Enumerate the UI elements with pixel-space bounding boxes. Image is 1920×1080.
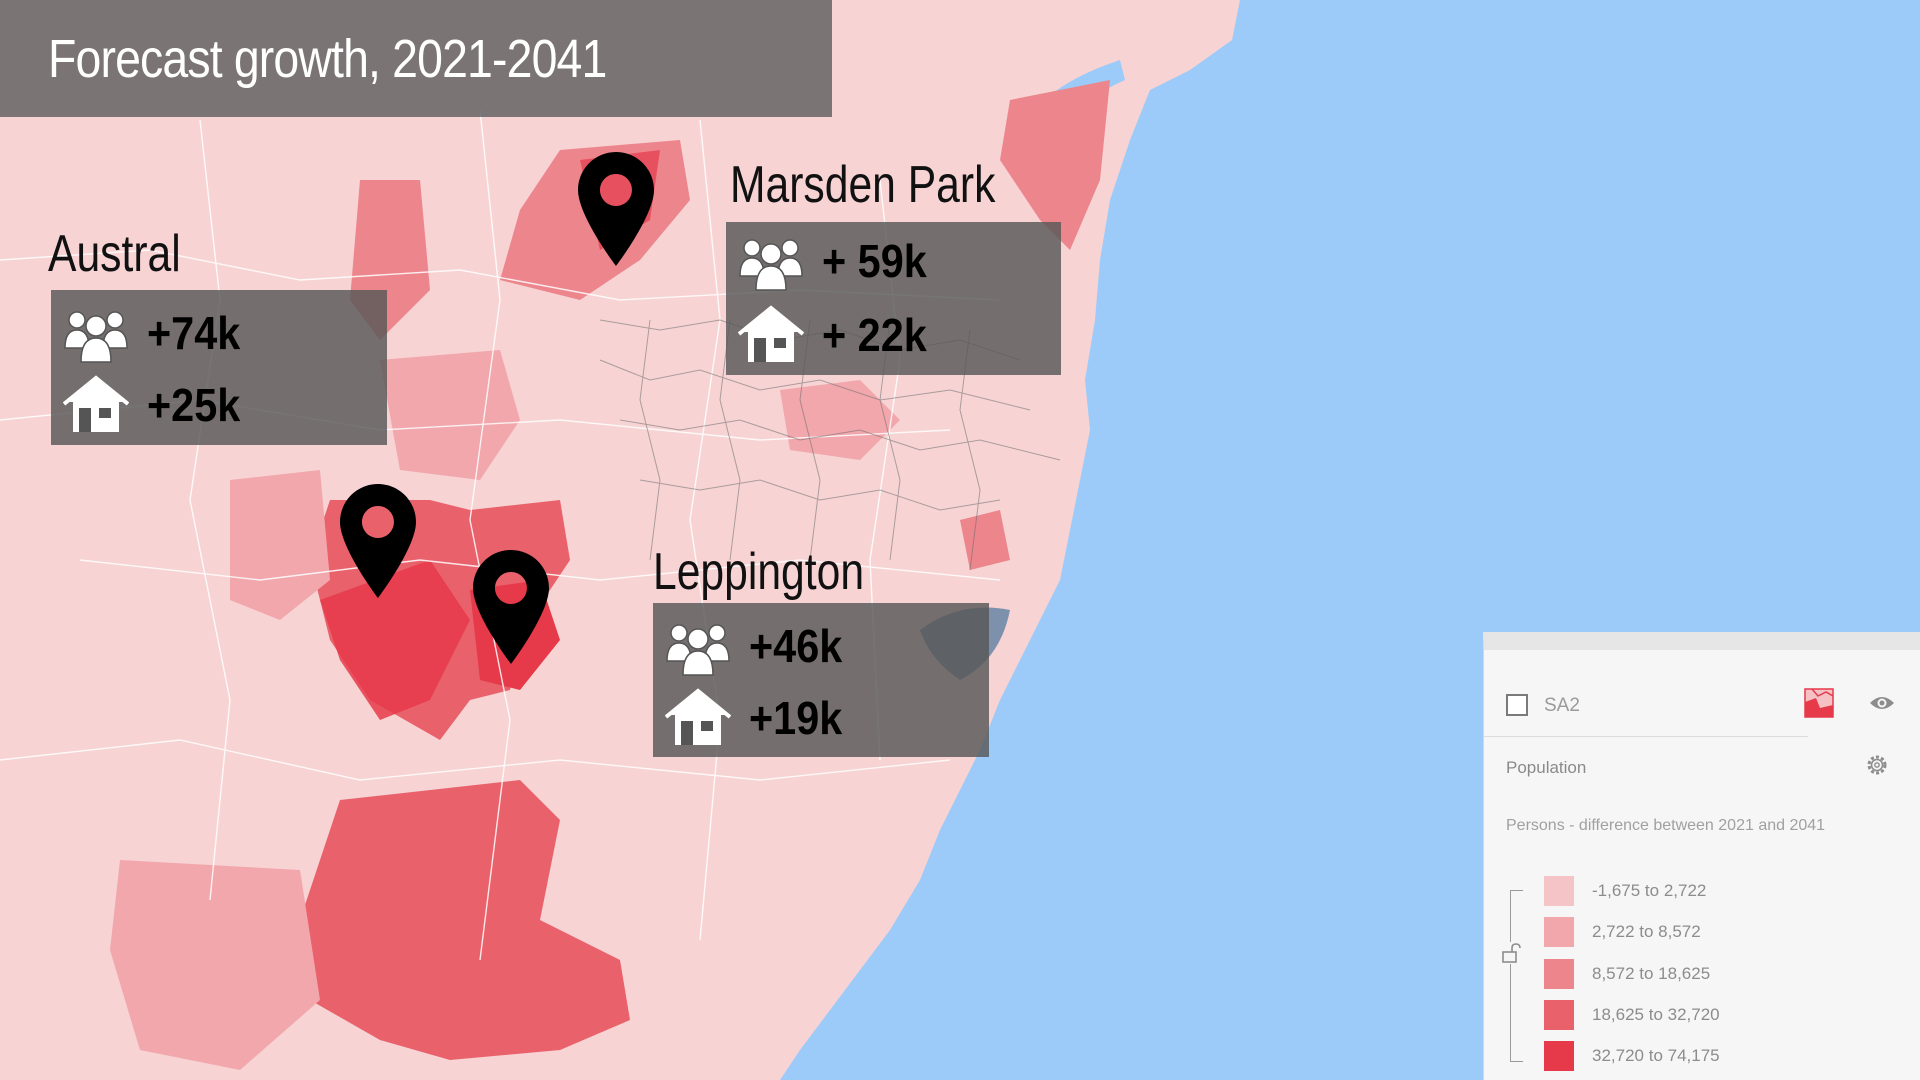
legend-label: 18,625 to 32,720 — [1592, 1005, 1720, 1024]
eye-icon[interactable] — [1869, 693, 1895, 713]
people-stat-row: +74k — [63, 298, 251, 368]
people-group-icon — [64, 311, 128, 363]
legend-label: 32,720 to 74,175 — [1592, 1046, 1720, 1065]
house-icon — [665, 688, 731, 745]
choropleth-style-icon[interactable] — [1804, 688, 1834, 718]
homes-stat-row: + 22k — [738, 300, 938, 370]
layer-name: SA2 — [1544, 695, 1580, 716]
legend-item: 8,572 to 18,625 — [1544, 959, 1874, 989]
map-pin-icon[interactable] — [578, 152, 654, 266]
legend-swatch — [1544, 1041, 1574, 1071]
legend-label: 8,572 to 18,625 — [1592, 964, 1711, 983]
house-icon — [63, 375, 129, 432]
people-stat-row: +46k — [665, 611, 853, 681]
people-group-icon — [666, 624, 730, 676]
people-growth-value: + 59k — [822, 235, 927, 287]
legend-swatch — [1544, 876, 1574, 906]
divider — [1484, 736, 1808, 737]
homes-growth-value: +19k — [749, 692, 843, 744]
legend-item: 2,722 to 8,572 — [1544, 917, 1874, 947]
location-name-marsden-park: Marsden Park — [730, 156, 996, 214]
people-stat-row: + 59k — [738, 226, 938, 296]
legend-item: 18,625 to 32,720 — [1544, 1000, 1874, 1030]
legend-swatch — [1544, 917, 1574, 947]
people-growth-value: +46k — [749, 620, 843, 672]
map-pin-icon[interactable] — [340, 484, 416, 598]
stat-box-leppington: +46k +19k — [653, 603, 989, 757]
house-icon — [738, 305, 804, 362]
homes-stat-row: +19k — [665, 683, 853, 753]
legend-swatch — [1544, 1000, 1574, 1030]
variable-description: Persons - difference between 2021 and 20… — [1506, 817, 1826, 834]
location-name-leppington: Leppington — [653, 543, 865, 601]
legend-item: -1,675 to 2,722 — [1544, 876, 1874, 906]
legend-label: 2,722 to 8,572 — [1592, 922, 1701, 941]
people-group-icon — [739, 239, 803, 291]
homes-growth-value: +25k — [147, 379, 241, 431]
title-band: Forecast growth, 2021-2041 — [0, 0, 832, 117]
layer-checkbox[interactable] — [1506, 694, 1528, 716]
stat-box-austral: +74k +25k — [51, 290, 387, 445]
stat-box-marsden-park: + 59k + 22k — [726, 222, 1061, 375]
legend-panel: SA2 Population Persons - difference betw… — [1483, 632, 1920, 1080]
legend-bracket — [1510, 890, 1523, 1062]
homes-growth-value: + 22k — [822, 309, 927, 361]
location-name-austral: Austral — [48, 225, 181, 283]
gear-icon[interactable] — [1864, 752, 1890, 778]
map-title: Forecast growth, 2021-2041 — [48, 29, 607, 89]
variable-name: Population — [1506, 758, 1587, 777]
legend-item: 32,720 to 74,175 — [1544, 1041, 1874, 1071]
layer-row: SA2 — [1484, 650, 1920, 736]
legend-label: -1,675 to 2,722 — [1592, 881, 1707, 900]
people-growth-value: +74k — [147, 307, 241, 359]
map-pin-icon[interactable] — [473, 550, 549, 664]
homes-stat-row: +25k — [63, 370, 251, 440]
legend-swatch — [1544, 959, 1574, 989]
unlock-icon[interactable] — [1501, 942, 1521, 964]
